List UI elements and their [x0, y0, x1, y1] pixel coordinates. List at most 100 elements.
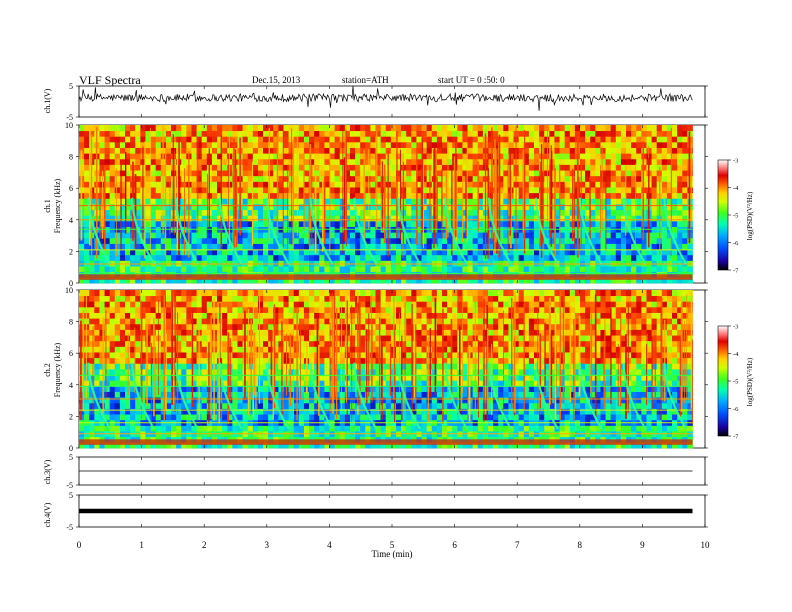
ch2-spectrogram-cell — [201, 408, 208, 415]
ch1-spectrogram-cell — [349, 249, 356, 256]
ch1-spectrogram-cell — [196, 181, 203, 188]
ch1-spectrogram-cell — [380, 232, 387, 239]
ch2-spectrogram-cell — [334, 385, 341, 392]
ch2-spectrogram-cell — [130, 402, 136, 409]
ch2-spectrogram-cell — [344, 442, 351, 449]
ch2-spectrogram-cell — [334, 380, 341, 387]
ch1-spectrogram-cell — [140, 249, 146, 256]
ch1-spectrogram-cell — [580, 147, 586, 154]
ch1-spectrogram-cell — [165, 254, 172, 261]
ch1-spectrogram-cell — [390, 164, 397, 171]
ch1-spectrogram-cell — [585, 260, 591, 267]
ch1-spectrogram-cell — [84, 181, 90, 188]
ch2-spectrogram-cell — [165, 318, 172, 325]
ch1-spectrogram-cell — [390, 266, 397, 273]
ch2-spectrogram-cell — [273, 323, 279, 330]
ch1-spectrogram-cell — [677, 164, 683, 171]
ch2-spectrogram-cell — [165, 301, 172, 308]
ch2-spectrogram-cell — [119, 357, 126, 364]
ch1-spectrogram-cell — [564, 220, 571, 227]
ch1-spectrogram-cell — [355, 170, 361, 177]
ch2-spectrogram-cell — [268, 329, 274, 336]
ch2-spectrogram-cell — [119, 442, 126, 449]
ch1-spectrogram-cell — [114, 130, 121, 137]
ch1-spectrogram-cell — [651, 266, 658, 273]
ch1-spectrogram-cell — [544, 220, 550, 227]
ch1-spectrogram-cell — [564, 209, 571, 216]
ch2-spectrogram-cell — [257, 318, 264, 325]
ch1-spectrogram-cell — [615, 198, 622, 205]
ch1-spectrogram-cell — [278, 198, 284, 205]
ch2-spectrogram-cell — [94, 340, 100, 347]
ch1-spectrogram-cell — [498, 192, 504, 199]
ch2-spectrogram-cell — [84, 380, 90, 387]
ch2-spectrogram-cell — [130, 397, 136, 404]
ch1-spectrogram-cell — [682, 192, 688, 199]
ch1-spectrogram-cell — [339, 141, 346, 148]
ch1-spectrogram-cell — [549, 125, 555, 132]
ch1-spectrogram-cell — [206, 130, 213, 137]
ch1-spectrogram-cell — [595, 141, 601, 148]
ch2-spectrogram-cell — [186, 335, 192, 342]
ch1-spectrogram-cell — [544, 147, 550, 154]
ch2-spectrogram-cell — [257, 329, 264, 336]
ch1-spectrogram-cell — [498, 209, 504, 216]
ch1-spectrogram-cell — [620, 237, 627, 244]
ch2-spectrogram-cell — [319, 352, 325, 359]
ch2-spectrogram-cell — [181, 442, 187, 449]
ch2-spectrogram-cell — [109, 363, 116, 370]
ch1-spectrogram-cell — [651, 237, 658, 244]
ch1-spectrogram-cell — [651, 175, 658, 182]
ch1-spectrogram-cell — [677, 220, 683, 227]
ch1-spectrogram-cell — [344, 243, 351, 250]
ch1-spectrogram-cell — [273, 136, 279, 143]
ch1-spectrogram-cell — [539, 254, 545, 261]
ch1-spectrogram-cell — [641, 141, 647, 148]
ch1-spectrogram-cell — [477, 147, 484, 154]
ch1-spectrogram-cell — [411, 158, 417, 165]
ch1-spectrogram-cell — [549, 136, 555, 143]
ch1-spectrogram-cell — [135, 187, 141, 194]
ch1-spectrogram-cell — [401, 147, 407, 154]
ch1-spectrogram-cell — [247, 220, 254, 227]
ch1-spectrogram-cell — [370, 277, 376, 284]
ch2-spectrogram-cell — [247, 306, 254, 313]
ch2-spectrogram-cell — [191, 369, 197, 376]
ch2-spectrogram-cell — [222, 329, 228, 336]
ch1-spectrogram-cell — [467, 204, 474, 211]
ch2-spectrogram-cell — [309, 335, 315, 342]
ch1-spectrogram-cell — [651, 125, 658, 132]
ch1-spectrogram-cell — [518, 164, 525, 171]
ch2-spectrogram-cell — [94, 318, 100, 325]
ch1-spectrogram-cell — [334, 164, 341, 171]
ch1-spectrogram-cell — [109, 220, 116, 227]
ch1-spectrogram-cell — [334, 147, 341, 154]
ch2-spectrogram-cell — [171, 425, 177, 432]
ch2-spectrogram-cell — [334, 408, 341, 415]
ch2-spectrogram-cell — [130, 380, 136, 387]
ch1-spectrogram-cell — [375, 141, 382, 148]
ch1-spectrogram-cell — [84, 204, 90, 211]
ch1-spectrogram-cell — [426, 249, 433, 256]
ch1-spectrogram-cell — [145, 158, 151, 165]
ch1-spectrogram-cell — [293, 164, 300, 171]
ch1-spectrogram-cell — [544, 243, 550, 250]
ch1-spectrogram-cell — [447, 136, 453, 143]
ch1-spectrogram-cell — [472, 181, 479, 188]
ch1-spectrogram-cell — [395, 220, 402, 227]
ch2-spectrogram-cell — [257, 290, 264, 297]
ch1-spectrogram-cell — [191, 232, 197, 239]
ch1-spectrogram-cell — [375, 181, 382, 188]
ch2-spectrogram-cell — [99, 425, 105, 432]
ch1-spectrogram-cell — [135, 237, 141, 244]
ch2-spectrogram-cell — [339, 363, 346, 370]
ch2-spectrogram-cell — [165, 414, 172, 421]
ch2-spectrogram-cell — [104, 425, 111, 432]
ch1-spectrogram-cell — [109, 254, 116, 261]
ch1-spectrogram-cell — [145, 136, 151, 143]
ch1-spectrogram-cell — [329, 266, 336, 273]
ch1-spectrogram-cell — [580, 170, 586, 177]
ch1-spectrogram-cell — [416, 170, 422, 177]
ch1-spectrogram-cell — [171, 147, 177, 154]
ch2-spectrogram-cell — [109, 391, 116, 398]
